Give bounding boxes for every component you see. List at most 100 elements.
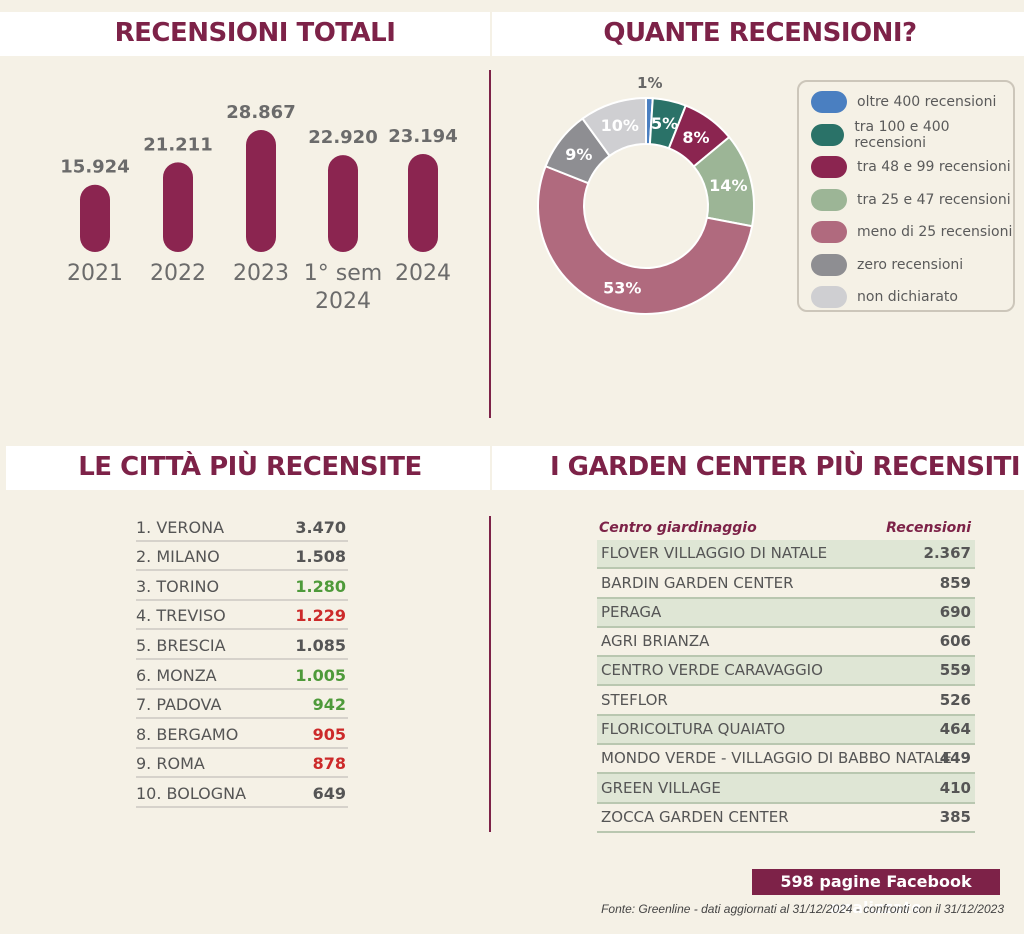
garden-name: FLORICOLTURA QUAIATO	[601, 720, 786, 739]
reviews-donut-chart: 1% 5%8% 14% 53% 9% 10%	[537, 74, 755, 315]
donut-slice-label: 53%	[603, 279, 641, 298]
divider-bottom	[489, 516, 491, 832]
legend-label: non dichiarato	[857, 289, 958, 305]
city-row: 8. BERGAMO 905	[136, 719, 348, 749]
bar-category-label: 1° sem	[304, 261, 382, 286]
legend-label: tra 25 e 47 recensioni	[857, 191, 1011, 208]
garden-name: AGRI BRIANZA	[601, 632, 710, 651]
gardens-table-header: Centro giardinaggio Recensioni	[597, 516, 975, 540]
city-value: 942	[312, 695, 346, 715]
garden-name: FLOVER VILLAGGIO DI NATALE	[601, 544, 828, 563]
legend-label: tra 48 e 99 recensioni	[857, 159, 1011, 175]
divider-top	[489, 70, 491, 418]
legend-label: tra 100 e 400 recensioni	[854, 118, 950, 151]
bar-0	[80, 184, 110, 252]
city-row: 4. TREVISO 1.229	[136, 601, 348, 631]
gardens-title: I GARDEN CENTER PIÙ RECENSITI	[549, 452, 1021, 482]
how-many-title: QUANTE RECENSIONI?	[603, 18, 917, 48]
garden-value: 464	[939, 720, 971, 739]
garden-value: 410	[939, 778, 971, 797]
garden-row: PERAGA 690	[597, 598, 975, 628]
column-header-centro: Centro giardinaggio	[599, 520, 757, 536]
bar-category-label: 2024	[395, 261, 451, 286]
bar-category-label: 2022	[150, 261, 206, 286]
legend-label: meno di 25 recensioni	[857, 224, 1013, 240]
legend-swatch	[811, 221, 847, 243]
city-row: 9. ROMA 878	[136, 749, 348, 779]
bar-2	[246, 130, 276, 252]
garden-name: STEFLOR	[601, 690, 668, 709]
city-value: 1.508	[295, 547, 346, 567]
totals-title-band	[0, 12, 490, 56]
city-value: 905	[312, 724, 346, 744]
city-name: 10. BOLOGNA	[136, 783, 247, 803]
garden-value: 606	[939, 632, 971, 651]
city-value: 1.229	[295, 606, 346, 626]
city-name: 2. MILANO	[136, 547, 220, 567]
city-row: 10. BOLOGNA 649	[136, 778, 348, 808]
legend-item: tra 100 e 400 recensioni	[811, 119, 1013, 151]
city-name: 1. VERONA	[136, 517, 225, 537]
donut-slice-label: 10%	[601, 116, 639, 135]
donut-legend: oltre 400 recensioni tra 100 e 400 recens…	[797, 80, 1015, 312]
cities-title-band	[6, 446, 490, 490]
garden-value: 2.367	[923, 544, 971, 563]
city-name: 4. TREVISO	[136, 606, 226, 626]
legend-swatch	[811, 188, 847, 211]
garden-row: BARDIN GARDEN CENTER 859	[597, 569, 975, 599]
garden-value: 385	[939, 807, 971, 826]
garden-name: CENTRO VERDE CARAVAGGIO	[601, 661, 823, 680]
bar-3	[328, 155, 358, 252]
bar-value-label: 23.194	[388, 126, 457, 147]
garden-name: ZOCCA GARDEN CENTER	[601, 807, 789, 826]
city-row: 6. MONZA 1.005	[136, 660, 348, 690]
city-row: 2. MILANO 1.508	[136, 542, 348, 572]
legend-item: zero recensioni	[811, 253, 963, 277]
city-name: 9. ROMA	[136, 754, 205, 774]
column-header-recensioni: Recensioni	[886, 520, 971, 536]
legend-swatch	[811, 123, 845, 146]
how-many-title-band	[492, 12, 1024, 56]
garden-name: MONDO VERDE - VILLAGGIO DI BABBO NATALE	[601, 749, 952, 768]
city-name: 3. TORINO	[136, 576, 220, 596]
cities-title: LE CITTÀ PIÙ RECENSITE	[78, 452, 422, 482]
garden-row: AGRI BRIANZA 606	[597, 628, 975, 658]
cities-list: 1. VERONA 3.470 2. MILANO 1.508 3. TORINO 1.2…	[136, 512, 348, 808]
city-row: 7. PADOVA 942	[136, 690, 348, 720]
donut-slice-4	[537, 164, 754, 315]
garden-value: 559	[939, 661, 971, 680]
legend-item: tra 25 e 47 recensioni	[811, 188, 1011, 212]
garden-name: GREEN VILLAGE	[601, 778, 721, 797]
donut-slice-label: 8%	[682, 128, 709, 147]
city-value: 878	[312, 754, 346, 774]
legend-item: non dichiarato	[811, 285, 958, 309]
legend-swatch	[811, 156, 847, 178]
city-row: 5. BRESCIA 1.085	[136, 630, 348, 660]
garden-value: 859	[939, 573, 971, 592]
totals-title: RECENSIONI TOTALI	[114, 18, 396, 48]
facebook-pages-badge: 598 pagine Facebook analizzate	[752, 869, 1000, 917]
legend-swatch	[811, 286, 847, 308]
bar-value-label: 15.924	[60, 157, 129, 178]
bar-category-label: 2023	[233, 261, 289, 286]
legend-item: tra 48 e 99 recensioni	[811, 155, 1011, 179]
garden-row: STEFLOR 526	[597, 686, 975, 716]
bar-4	[408, 153, 438, 252]
donut-slice-6	[581, 96, 647, 158]
garden-name: BARDIN GARDEN CENTER	[601, 573, 794, 592]
source-note: Fonte: Greenline - dati aggiornati al 31…	[601, 902, 1004, 916]
legend-item: meno di 25 recensioni	[811, 220, 1012, 244]
city-name: 5. BRESCIA	[136, 635, 226, 655]
garden-row: MONDO VERDE - VILLAGGIO DI BABBO NATALE 4…	[597, 745, 975, 775]
bar-value-label: 22.920	[308, 127, 377, 148]
gardens-title-band	[492, 446, 1024, 490]
legend-label: zero recensioni	[857, 256, 964, 273]
donut-slice-label: 5%	[651, 114, 678, 133]
bar-value-label: 28.867	[226, 102, 295, 123]
city-value: 649	[312, 783, 346, 803]
city-name: 6. MONZA	[136, 665, 217, 685]
garden-row: FLOVER VILLAGGIO DI NATALE 2.367	[597, 540, 975, 570]
garden-value: 690	[939, 602, 971, 621]
legend-label: oltre 400 recensioni	[857, 94, 997, 110]
donut-slice-label: 9%	[565, 145, 592, 164]
